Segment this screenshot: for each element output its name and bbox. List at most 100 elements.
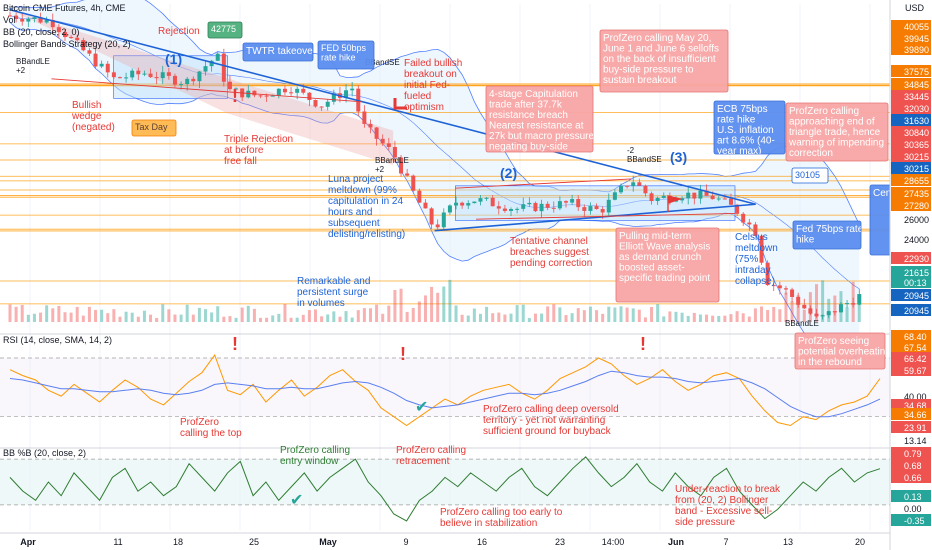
candle-body[interactable] xyxy=(765,262,770,286)
candle-body[interactable] xyxy=(722,198,727,200)
candle-body[interactable] xyxy=(221,53,226,82)
candle-body[interactable] xyxy=(606,199,611,213)
candle-body[interactable] xyxy=(637,182,642,186)
candle-body[interactable] xyxy=(845,303,850,305)
candle-body[interactable] xyxy=(423,202,428,209)
candle-body[interactable] xyxy=(185,78,190,85)
candle-body[interactable] xyxy=(545,203,550,208)
candle-body[interactable] xyxy=(808,308,813,314)
candle-body[interactable] xyxy=(215,53,220,61)
candle-body[interactable] xyxy=(148,73,153,78)
candle-body[interactable] xyxy=(680,198,685,201)
candle-body[interactable] xyxy=(368,123,373,128)
candle-body[interactable] xyxy=(447,205,452,213)
candle-body[interactable] xyxy=(38,17,43,23)
candle-body[interactable] xyxy=(93,53,98,67)
candle-body[interactable] xyxy=(576,199,581,208)
candle-body[interactable] xyxy=(203,66,208,72)
candle-body[interactable] xyxy=(472,201,477,204)
candle-body[interactable] xyxy=(716,198,721,200)
candle-body[interactable] xyxy=(44,19,49,23)
candle-body[interactable] xyxy=(698,190,703,199)
candle-body[interactable] xyxy=(484,197,489,199)
candle-body[interactable] xyxy=(411,175,416,191)
candle-body[interactable] xyxy=(362,111,367,124)
candle-body[interactable] xyxy=(735,204,740,214)
candle-body[interactable] xyxy=(564,201,569,203)
candle-body[interactable] xyxy=(252,90,257,96)
candle-body[interactable] xyxy=(509,209,514,211)
candle-body[interactable] xyxy=(124,77,129,79)
candle-body[interactable] xyxy=(600,209,605,213)
candle-body[interactable] xyxy=(551,207,556,209)
candle-body[interactable] xyxy=(69,37,74,39)
candle-body[interactable] xyxy=(429,208,434,225)
candle-body[interactable] xyxy=(753,224,758,236)
candle-body[interactable] xyxy=(502,208,507,211)
candle-body[interactable] xyxy=(441,212,446,228)
candle-body[interactable] xyxy=(234,88,239,90)
candle-body[interactable] xyxy=(661,195,666,198)
candle-body[interactable] xyxy=(405,173,410,176)
candle-body[interactable] xyxy=(117,77,122,79)
candle-body[interactable] xyxy=(81,40,86,51)
candle-body[interactable] xyxy=(728,198,733,205)
candle-body[interactable] xyxy=(435,224,440,228)
candle-body[interactable] xyxy=(832,311,837,313)
candle-body[interactable] xyxy=(130,70,135,78)
candle-body[interactable] xyxy=(802,304,807,309)
candle-body[interactable] xyxy=(777,285,782,289)
candle-body[interactable] xyxy=(643,185,648,194)
candle-body[interactable] xyxy=(594,206,599,210)
candle-body[interactable] xyxy=(710,195,715,200)
candle-body[interactable] xyxy=(747,222,752,225)
candle-body[interactable] xyxy=(282,88,287,93)
candle-body[interactable] xyxy=(790,289,795,297)
candle-body[interactable] xyxy=(655,197,660,202)
candle-body[interactable] xyxy=(374,127,379,139)
candle-body[interactable] xyxy=(625,185,630,187)
candle-body[interactable] xyxy=(160,72,165,79)
candle-body[interactable] xyxy=(618,185,623,193)
candle-body[interactable] xyxy=(344,90,349,98)
candle-body[interactable] xyxy=(759,235,764,263)
candle-body[interactable] xyxy=(276,88,281,96)
candle-body[interactable] xyxy=(8,15,12,17)
candle-body[interactable] xyxy=(771,285,776,287)
candle-body[interactable] xyxy=(136,70,141,75)
candle-body[interactable] xyxy=(521,204,526,209)
candle-body[interactable] xyxy=(466,203,471,206)
candle-body[interactable] xyxy=(704,190,709,196)
candle-body[interactable] xyxy=(289,92,294,94)
candle-body[interactable] xyxy=(313,100,318,107)
candle-body[interactable] xyxy=(301,88,306,93)
candle-body[interactable] xyxy=(686,192,691,199)
candle-body[interactable] xyxy=(75,37,80,41)
candlesticks[interactable] xyxy=(8,11,862,320)
candle-body[interactable] xyxy=(533,202,538,212)
candle-body[interactable] xyxy=(838,304,843,313)
candle-body[interactable] xyxy=(270,95,275,97)
candle-body[interactable] xyxy=(258,95,263,97)
candle-body[interactable] xyxy=(350,88,355,91)
candle-body[interactable] xyxy=(295,88,300,93)
candle-body[interactable] xyxy=(227,81,232,90)
candle-body[interactable] xyxy=(588,206,593,211)
candle-body[interactable] xyxy=(191,78,196,82)
candle-body[interactable] xyxy=(814,313,819,317)
candle-body[interactable] xyxy=(264,95,269,97)
candle-body[interactable] xyxy=(325,101,330,107)
candle-body[interactable] xyxy=(154,77,159,79)
candle-body[interactable] xyxy=(246,90,251,98)
candle-body[interactable] xyxy=(496,206,501,209)
candle-body[interactable] xyxy=(515,208,520,210)
candle-body[interactable] xyxy=(172,75,177,85)
candle-body[interactable] xyxy=(105,63,110,73)
candle-body[interactable] xyxy=(380,138,385,144)
candle-body[interactable] xyxy=(319,106,324,108)
candle-body[interactable] xyxy=(631,182,636,187)
candle-body[interactable] xyxy=(570,199,575,203)
candle-body[interactable] xyxy=(478,198,483,202)
candle-body[interactable] xyxy=(166,72,171,76)
